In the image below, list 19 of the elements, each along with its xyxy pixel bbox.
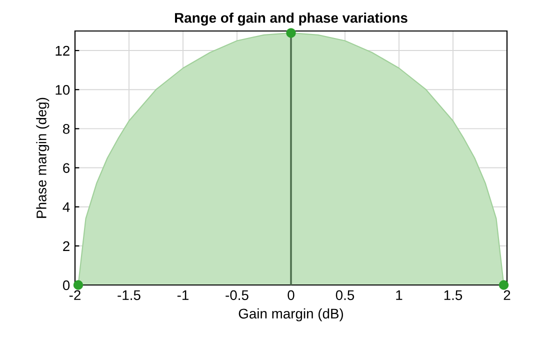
y-axis-title: Phase margin (deg) bbox=[36, 98, 50, 218]
y-tick-label: 0 bbox=[62, 280, 70, 290]
x-tick-label: -1 bbox=[177, 290, 188, 300]
x-axis-title: Gain margin (dB) bbox=[238, 308, 344, 322]
y-tick-label: 6 bbox=[63, 163, 70, 173]
chart-title: Range of gain and phase variations bbox=[175, 12, 408, 26]
y-tick-label: 4 bbox=[62, 202, 70, 212]
x-tick-label: -1.5 bbox=[118, 290, 140, 300]
x-tick-label: 1.5 bbox=[444, 290, 462, 300]
x-tick-label: -0.5 bbox=[226, 290, 248, 300]
y-tick-label: 12 bbox=[56, 46, 70, 56]
x-tick-label: -2 bbox=[69, 290, 80, 300]
y-tick-label: 2 bbox=[63, 241, 70, 251]
x-tick-label: 2 bbox=[504, 290, 510, 300]
x-tick-label: 0 bbox=[288, 290, 294, 300]
x-tick-label: 1 bbox=[396, 290, 402, 300]
y-tick-label: 10 bbox=[56, 84, 70, 95]
x-tick-label: 0.5 bbox=[336, 290, 354, 300]
y-tick-label: 8 bbox=[63, 124, 70, 134]
